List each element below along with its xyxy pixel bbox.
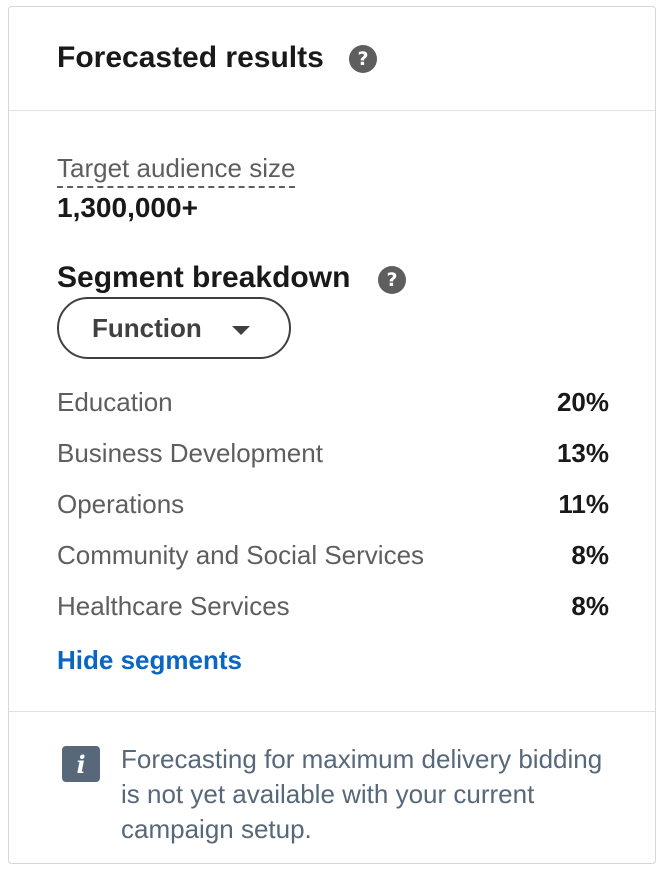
list-item: Operations 11%	[57, 483, 609, 534]
segment-name: Community and Social Services	[57, 540, 425, 570]
forecasted-results-card: Forecasted results ? Target audience siz…	[8, 6, 656, 864]
segment-function-dropdown[interactable]: Function	[57, 297, 291, 359]
segment-percent: 13%	[556, 438, 609, 468]
segment-percent: 8%	[571, 591, 609, 621]
target-audience-size-label[interactable]: Target audience size	[57, 153, 296, 188]
segment-breakdown-title: Segment breakdown	[57, 261, 351, 294]
question-circle-icon[interactable]: ?	[378, 266, 406, 294]
hide-segments-link[interactable]: Hide segments	[57, 645, 242, 675]
card-footer: i Forecasting for maximum delivery biddi…	[9, 711, 655, 863]
question-circle-icon[interactable]: ?	[349, 45, 377, 73]
list-item: Community and Social Services 8%	[57, 534, 609, 585]
target-audience-size-value: 1,300,000+	[57, 192, 198, 223]
card-title: Forecasted results	[57, 41, 324, 74]
segment-percent: 11%	[558, 489, 609, 519]
segment-list: Education 20% Business Development 13% O…	[57, 381, 609, 636]
segment-name: Operations	[57, 489, 185, 519]
dropdown-selected-value: Function	[92, 312, 202, 343]
card-header: Forecasted results ?	[9, 7, 655, 111]
list-item: Education 20%	[57, 381, 609, 432]
segment-name: Business Development	[57, 438, 323, 468]
forecasting-unavailable-message: Forecasting for maximum delivery bidding…	[121, 744, 603, 844]
info-icon: i	[62, 746, 100, 782]
segment-name: Healthcare Services	[57, 591, 290, 621]
segment-percent: 20%	[556, 387, 609, 417]
list-item: Healthcare Services 8%	[57, 585, 609, 636]
segment-name: Education	[57, 387, 173, 417]
list-item: Business Development 13%	[57, 432, 609, 483]
segment-percent: 8%	[571, 540, 609, 570]
caret-down-icon	[232, 326, 250, 335]
